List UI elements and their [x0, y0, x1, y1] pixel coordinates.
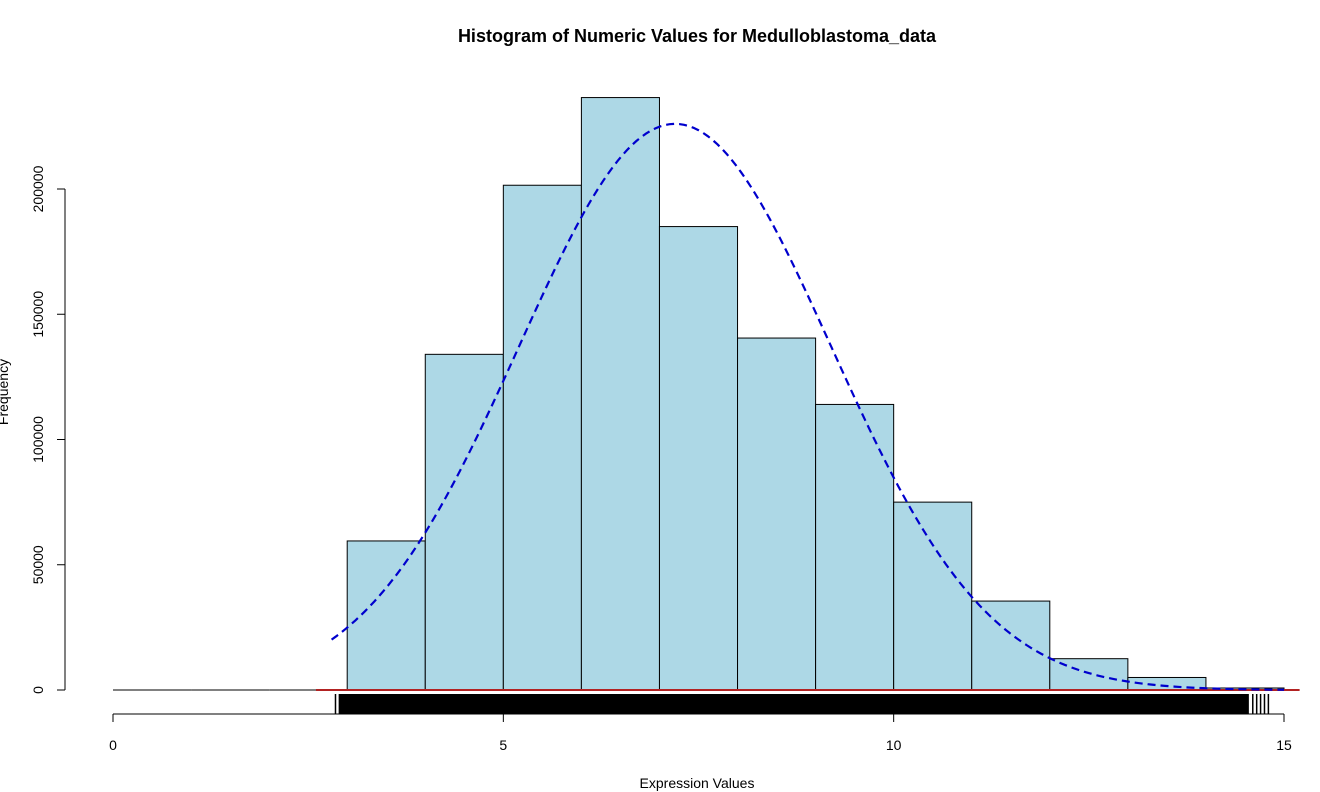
x-tick-label-0: 0	[109, 737, 117, 753]
histogram-bar-12	[1049, 658, 1129, 691]
histogram-bars	[113, 97, 1285, 691]
x-tick-label-1: 5	[499, 737, 507, 753]
chart-title: Histogram of Numeric Values for Medullob…	[458, 26, 937, 46]
y-axis-label: Frequency	[0, 359, 11, 425]
histogram-bar-7	[658, 226, 739, 691]
histogram-bar-5	[502, 184, 582, 691]
y-tick-label-3: 150000	[30, 291, 46, 338]
histogram-bar-8	[737, 337, 817, 691]
y-tick-label-2: 100000	[30, 416, 46, 463]
histogram-bar-11	[971, 600, 1051, 691]
histogram-bar-3	[346, 540, 426, 691]
x-axis: 0 5 10 15	[109, 713, 1292, 753]
y-tick-label-4: 200000	[30, 165, 46, 212]
rug-block	[339, 694, 1249, 714]
y-axis: 0 50000 100000 150000 200000	[30, 165, 66, 694]
x-tick-label-3: 15	[1276, 737, 1292, 753]
normal-curve	[330, 122, 1285, 691]
y-tick-label-1: 50000	[30, 545, 46, 584]
y-tick-label-0: 0	[30, 686, 46, 694]
histogram-bar-6	[580, 97, 660, 691]
x-axis-label: Expression Values	[640, 775, 755, 791]
normal-curve-path	[330, 122, 1285, 691]
histogram-bar-4	[424, 353, 504, 691]
rug-plot	[334, 694, 1270, 714]
histogram-bar-10	[893, 501, 973, 691]
histogram-bar-9	[815, 403, 895, 691]
x-tick-label-2: 10	[886, 737, 902, 753]
